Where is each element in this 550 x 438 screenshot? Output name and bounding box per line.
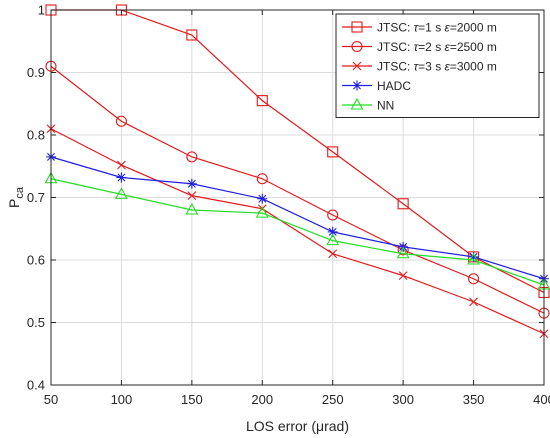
data-point-x	[187, 191, 197, 201]
legend-label-part: JTSC:	[377, 60, 414, 74]
legend-label: JTSC: τ=1 s ε=2000 m	[377, 21, 497, 35]
series-line	[50, 178, 545, 286]
data-point-star	[116, 172, 127, 183]
data-point-square	[186, 29, 198, 41]
data-point-square	[256, 95, 268, 107]
data-point-star	[352, 80, 362, 91]
legend-label-part: =2 s	[418, 40, 444, 54]
legend-label-part: JTSC:	[377, 40, 414, 54]
y-tick-label: 0.7	[27, 190, 45, 205]
legend-label-part: NN	[377, 99, 394, 113]
y-axis-title: Pca	[6, 186, 26, 208]
data-point-square	[327, 146, 339, 158]
legend-label: JTSC: τ=2 s ε=2500 m	[377, 40, 497, 54]
legend-item: JTSC: τ=1 s ε=2000 m	[342, 21, 497, 35]
legend-label: HADC	[377, 79, 411, 93]
legend-label-part: JTSC:	[377, 21, 414, 35]
legend-label-part: =1 s	[418, 21, 444, 35]
y-tick-label: 1	[38, 3, 45, 18]
legend-label-part: HADC	[377, 79, 411, 93]
series-line	[50, 156, 545, 280]
data-point-x	[328, 249, 338, 259]
legend-item: JTSC: τ=2 s ε=2500 m	[342, 40, 497, 54]
y-tick-label: 0.4	[27, 378, 45, 393]
x-axis-title: LOS error (μrad)	[246, 418, 349, 434]
series-line	[50, 128, 545, 335]
x-tick-label: 150	[181, 392, 203, 407]
data-point-square	[351, 21, 363, 33]
data-point-triangle	[114, 187, 128, 199]
legend-label-part: τ	[414, 60, 420, 74]
data-point-x	[352, 61, 362, 71]
y-tick-label: 0.5	[27, 315, 45, 330]
data-point-circle	[186, 151, 198, 163]
data-point-star	[468, 251, 479, 262]
data-point-circle	[468, 273, 480, 285]
data-point-triangle	[350, 97, 364, 110]
data-point-star	[186, 178, 197, 189]
y-tick-label: 0.6	[27, 253, 45, 268]
legend-label-part: τ	[414, 21, 420, 35]
data-point-star	[327, 226, 338, 237]
ticks: 50 100 150 200 250 300 350 400 0.4 0.5 0.6 0.7 0.8 0.…	[27, 3, 550, 408]
x-tick-label: 250	[322, 392, 344, 407]
data-point-circle	[327, 209, 339, 221]
legend-label: NN	[377, 99, 394, 113]
data-point-x	[398, 271, 408, 281]
series-line	[50, 65, 545, 314]
y-tick-label: 0.9	[27, 65, 45, 80]
data-point-square	[397, 198, 409, 210]
legend-item: JTSC: τ=3 s ε=3000 m	[342, 60, 497, 74]
y-axis-title-subscript: ca	[14, 186, 26, 199]
x-tick-label: 100	[111, 392, 133, 407]
x-tick-label: 350	[463, 392, 485, 407]
legend-label: JTSC: τ=3 s ε=3000 m	[377, 60, 497, 74]
legend-item: NN	[342, 97, 394, 113]
legend-label-part: ε	[445, 21, 451, 35]
x-tick-label: 300	[392, 392, 414, 407]
legend-label-part: ε	[445, 60, 451, 74]
x-tick-label: 400	[533, 392, 550, 407]
y-axis-title-main: P	[6, 199, 22, 208]
legend-label-part: τ	[414, 40, 420, 54]
data-point-circle	[115, 115, 127, 127]
legend-label-part: ε	[445, 40, 451, 54]
data-point-circle	[351, 40, 363, 53]
data-point-star	[257, 193, 268, 204]
data-point-circle	[256, 173, 268, 185]
series-line	[51, 9, 545, 294]
legend-label-part: =2500 m	[450, 40, 497, 54]
y-tick-label: 0.8	[27, 128, 45, 143]
data-point-triangle	[467, 252, 481, 265]
data-point-x	[469, 297, 478, 307]
legend-label-part: =3 s	[418, 60, 444, 74]
data-point-triangle	[396, 246, 410, 259]
legend-label-part: =2000 m	[450, 21, 497, 35]
legend-label-part: =3000 m	[450, 60, 497, 74]
x-tick-label: 200	[251, 392, 273, 407]
data-point-x	[117, 160, 126, 170]
data-point-triangle	[185, 202, 199, 215]
x-tick-label: 50	[44, 392, 58, 407]
data-point-triangle	[255, 205, 269, 218]
legend-item: HADC	[342, 79, 411, 93]
data-point-triangle	[326, 233, 340, 246]
